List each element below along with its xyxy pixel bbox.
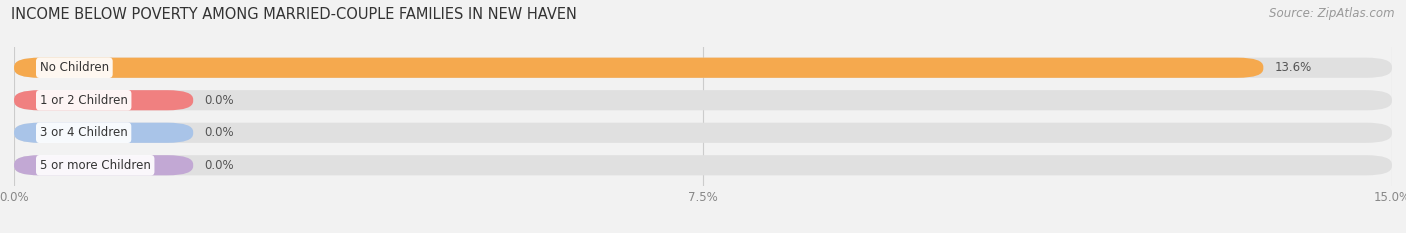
Text: 1 or 2 Children: 1 or 2 Children <box>39 94 128 107</box>
FancyBboxPatch shape <box>14 58 1392 78</box>
Text: INCOME BELOW POVERTY AMONG MARRIED-COUPLE FAMILIES IN NEW HAVEN: INCOME BELOW POVERTY AMONG MARRIED-COUPL… <box>11 7 576 22</box>
Text: 0.0%: 0.0% <box>204 126 233 139</box>
Text: 3 or 4 Children: 3 or 4 Children <box>39 126 128 139</box>
FancyBboxPatch shape <box>14 90 1392 110</box>
FancyBboxPatch shape <box>14 123 193 143</box>
Text: No Children: No Children <box>39 61 108 74</box>
Text: Source: ZipAtlas.com: Source: ZipAtlas.com <box>1270 7 1395 20</box>
Text: 0.0%: 0.0% <box>204 159 233 172</box>
FancyBboxPatch shape <box>14 90 193 110</box>
Text: 5 or more Children: 5 or more Children <box>39 159 150 172</box>
FancyBboxPatch shape <box>14 155 193 175</box>
FancyBboxPatch shape <box>14 58 1264 78</box>
Text: 0.0%: 0.0% <box>204 94 233 107</box>
Text: 13.6%: 13.6% <box>1274 61 1312 74</box>
FancyBboxPatch shape <box>14 155 1392 175</box>
FancyBboxPatch shape <box>14 123 1392 143</box>
